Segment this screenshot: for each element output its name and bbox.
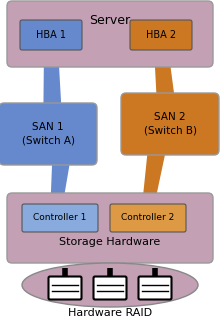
- Polygon shape: [154, 47, 174, 99]
- FancyBboxPatch shape: [94, 277, 126, 299]
- Text: Server: Server: [90, 14, 130, 26]
- FancyBboxPatch shape: [121, 93, 219, 155]
- Text: Hardware RAID: Hardware RAID: [68, 308, 152, 318]
- Text: Controller 1: Controller 1: [33, 213, 87, 223]
- FancyBboxPatch shape: [22, 204, 98, 232]
- FancyBboxPatch shape: [48, 277, 81, 299]
- FancyBboxPatch shape: [7, 1, 213, 67]
- Ellipse shape: [22, 263, 198, 307]
- FancyBboxPatch shape: [20, 20, 82, 50]
- Text: Controller 2: Controller 2: [121, 213, 175, 223]
- Text: SAN 2
(Switch B): SAN 2 (Switch B): [143, 112, 196, 136]
- FancyBboxPatch shape: [0, 103, 97, 165]
- FancyBboxPatch shape: [110, 204, 186, 232]
- Text: HBA 1: HBA 1: [36, 30, 66, 40]
- FancyBboxPatch shape: [130, 20, 192, 50]
- Text: Storage Hardware: Storage Hardware: [59, 237, 161, 247]
- Text: SAN 1
(Switch A): SAN 1 (Switch A): [22, 122, 75, 146]
- FancyBboxPatch shape: [7, 193, 213, 263]
- Polygon shape: [142, 148, 166, 207]
- FancyBboxPatch shape: [139, 277, 172, 299]
- Polygon shape: [43, 48, 61, 108]
- Text: HBA 2: HBA 2: [146, 30, 176, 40]
- Polygon shape: [50, 159, 70, 207]
